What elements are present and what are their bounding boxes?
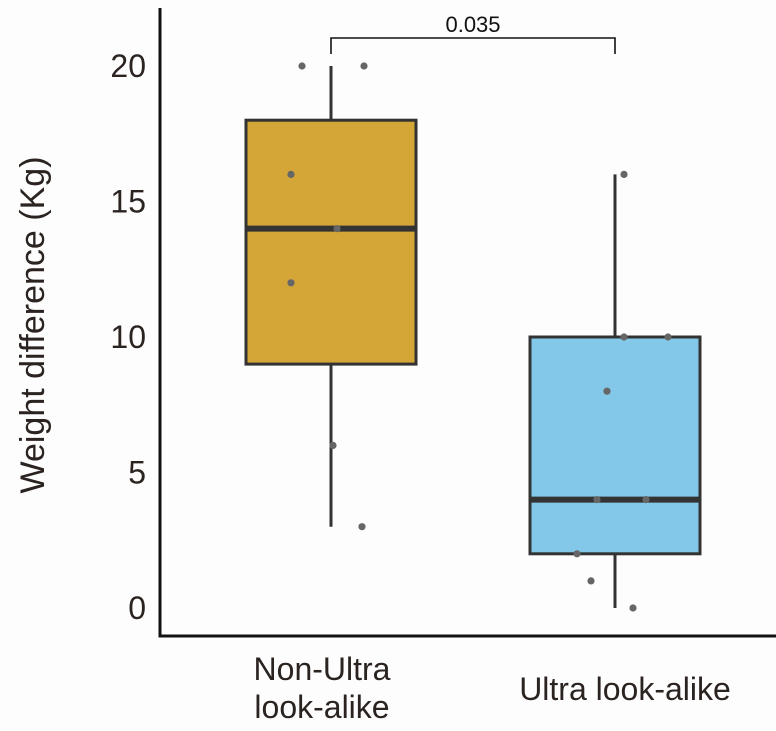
box-iqr bbox=[528, 335, 702, 556]
box-group-0 bbox=[244, 66, 418, 527]
x-category-label: Non-Ultra look-alike bbox=[254, 651, 391, 725]
data-point bbox=[620, 333, 628, 341]
data-point bbox=[587, 577, 595, 585]
x-category-label-line: Ultra look-alike bbox=[519, 671, 731, 707]
x-axis-labels: Non-Ultra look-alike Ultra look-alike bbox=[254, 651, 731, 725]
y-tick-label: 20 bbox=[110, 48, 146, 84]
y-tick-label: 10 bbox=[110, 319, 146, 355]
axes bbox=[158, 8, 776, 638]
x-category-label: Ultra look-alike bbox=[519, 671, 731, 707]
data-point bbox=[287, 170, 295, 178]
y-tick-label: 0 bbox=[128, 590, 146, 626]
data-point bbox=[333, 225, 341, 233]
y-axis-title: Weight difference (Kg) bbox=[14, 156, 52, 493]
data-point bbox=[573, 550, 581, 558]
boxes bbox=[244, 66, 702, 608]
data-point bbox=[642, 496, 650, 504]
significance-bracket: 0.035 bbox=[330, 12, 616, 54]
data-point bbox=[629, 604, 637, 612]
x-category-label-line: look-alike bbox=[254, 689, 389, 725]
x-category-label-line: Non-Ultra bbox=[254, 651, 391, 687]
data-point bbox=[298, 62, 306, 70]
jitter-points bbox=[287, 62, 672, 612]
p-value-label: 0.035 bbox=[445, 12, 500, 37]
y-tick-label: 15 bbox=[110, 184, 146, 220]
box-iqr bbox=[244, 118, 418, 366]
data-point bbox=[664, 333, 672, 341]
data-point bbox=[620, 170, 628, 178]
data-point bbox=[593, 496, 601, 504]
bracket-line bbox=[330, 37, 616, 54]
y-axis-ticks: 0 5 10 15 20 bbox=[110, 48, 146, 626]
data-point bbox=[329, 441, 337, 449]
box-group-1 bbox=[528, 174, 702, 608]
data-point bbox=[358, 523, 366, 531]
data-point bbox=[287, 279, 295, 287]
data-point bbox=[603, 387, 611, 395]
data-point bbox=[360, 62, 368, 70]
y-tick-label: 5 bbox=[128, 455, 146, 491]
